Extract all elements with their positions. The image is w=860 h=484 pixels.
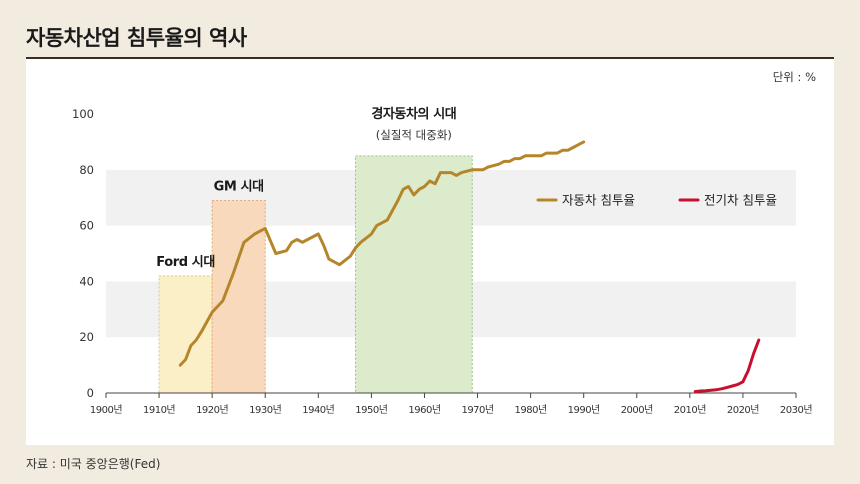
x-tick-label: 1980년	[515, 404, 547, 416]
x-tick-label: 1950년	[355, 404, 387, 416]
y-tick-label: 60	[79, 219, 94, 233]
source-note: 자료 : 미국 중앙은행(Fed)	[26, 457, 161, 471]
title-divider	[26, 57, 834, 59]
legend: 자동차 침투율 전기차 침투율	[536, 193, 777, 208]
x-axis: 1900년 1910년 1920년 1930년 1940년 1950년 1960년 1970년…	[90, 392, 813, 416]
era-box-2	[354, 155, 473, 394]
legend-label-1: 전기차 침투율	[704, 193, 777, 208]
y-tick-label: 100	[72, 107, 94, 121]
x-tick-label: 1990년	[568, 404, 600, 416]
era-sublabel-2: (실질적 대중화)	[376, 128, 452, 142]
y-tick-label: 40	[79, 274, 94, 288]
x-tick-label: 2010년	[674, 404, 706, 416]
x-tick-label: 1900년	[90, 404, 122, 416]
x-tick-label: 1970년	[461, 404, 493, 416]
era-box-0	[158, 275, 213, 394]
x-tick-label: 2030년	[780, 404, 812, 416]
x-tick-label: 1910년	[143, 404, 175, 416]
era-label-1: GM 시대	[214, 179, 264, 194]
x-tick-label: 1920년	[196, 404, 228, 416]
series-line-1	[693, 338, 761, 394]
era-boxes: Ford 시대 GM 시대 경자동차의 시대 (실질적 대중화)	[156, 106, 473, 394]
era-label-2: 경자동차의 시대	[371, 106, 456, 122]
era-label-0: Ford 시대	[156, 255, 215, 270]
y-tick-label: 80	[79, 163, 94, 177]
series-line-0	[178, 140, 586, 367]
y-tick-label: 20	[79, 330, 94, 344]
page-title: 자동차산업 침투율의 역사	[26, 26, 247, 50]
chart-svg: Ford 시대 GM 시대 경자동차의 시대 (실질적 대중화) 1900년 1910년…	[72, 70, 816, 416]
x-tick-label: 2000년	[621, 404, 653, 416]
x-tick-label: 1940년	[302, 404, 334, 416]
chart-card: Ford 시대 GM 시대 경자동차의 시대 (실질적 대중화) 1900년 1910년…	[26, 59, 834, 445]
y-axis: 0 20 40 60 80 100	[72, 107, 94, 400]
series-lines	[178, 140, 761, 394]
legend-label-0: 자동차 침투율	[562, 193, 635, 208]
y-tick-label: 0	[87, 386, 94, 400]
x-tick-label: 1930년	[249, 404, 281, 416]
x-tick-label: 1960년	[408, 404, 440, 416]
era-box-1	[211, 199, 266, 394]
unit-label: 단위 : %	[773, 70, 816, 84]
x-tick-label: 2020년	[727, 404, 759, 416]
